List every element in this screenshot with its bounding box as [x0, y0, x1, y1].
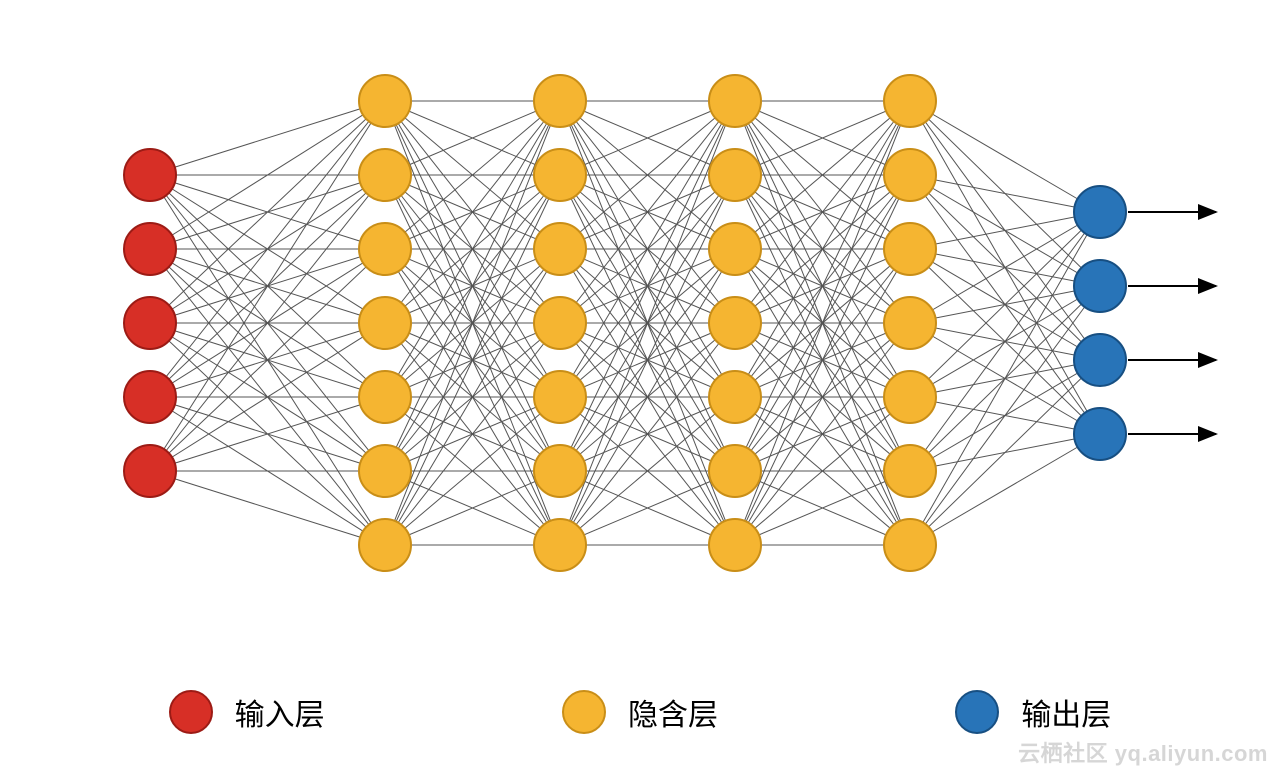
edge	[150, 471, 385, 545]
legend-swatch-hidden	[562, 690, 606, 734]
legend-item-input: 输入层	[169, 690, 325, 734]
edge	[910, 175, 1100, 212]
edge	[910, 212, 1100, 471]
edge	[910, 212, 1100, 323]
edge	[910, 286, 1100, 545]
hidden1-node	[359, 297, 411, 349]
edge	[150, 101, 385, 175]
edge	[910, 434, 1100, 545]
hidden2-node	[534, 297, 586, 349]
hidden1-node	[359, 223, 411, 275]
hidden1-node	[359, 445, 411, 497]
hidden2-node	[534, 445, 586, 497]
hidden3-node	[709, 519, 761, 571]
output-node	[1074, 186, 1126, 238]
hidden2-node	[534, 75, 586, 127]
hidden2-node	[534, 149, 586, 201]
legend-swatch-output	[955, 690, 999, 734]
hidden3-node	[709, 445, 761, 497]
hidden4-node	[884, 297, 936, 349]
hidden4-node	[884, 75, 936, 127]
hidden1-node	[359, 371, 411, 423]
neural-network-diagram	[0, 0, 1280, 640]
input-node	[124, 445, 176, 497]
hidden1-node	[359, 519, 411, 571]
legend-label-output: 输出层	[1021, 690, 1111, 734]
hidden1-node	[359, 75, 411, 127]
edge	[910, 212, 1100, 545]
output-node	[1074, 260, 1126, 312]
hidden4-node	[884, 371, 936, 423]
hidden3-node	[709, 371, 761, 423]
input-node	[124, 149, 176, 201]
output-node	[1074, 334, 1126, 386]
hidden4-node	[884, 149, 936, 201]
hidden3-node	[709, 223, 761, 275]
output-node	[1074, 408, 1126, 460]
hidden4-node	[884, 445, 936, 497]
hidden1-node	[359, 149, 411, 201]
watermark-text: 云栖社区 yq.aliyun.com	[1018, 736, 1268, 768]
edge	[910, 101, 1100, 212]
input-node	[124, 371, 176, 423]
legend-label-hidden: 隐含层	[628, 690, 718, 734]
edge	[910, 212, 1100, 249]
edge	[910, 360, 1100, 545]
legend-label-input: 输入层	[235, 690, 325, 734]
legend-item-hidden: 隐含层	[562, 690, 718, 734]
hidden2-node	[534, 371, 586, 423]
edge	[150, 101, 385, 323]
legend-item-output: 输出层	[955, 690, 1111, 734]
hidden4-node	[884, 519, 936, 571]
hidden2-node	[534, 223, 586, 275]
hidden3-node	[709, 75, 761, 127]
legend-swatch-input	[169, 690, 213, 734]
edge	[910, 212, 1100, 397]
input-node	[124, 297, 176, 349]
hidden3-node	[709, 297, 761, 349]
hidden3-node	[709, 149, 761, 201]
edges-group	[150, 101, 1100, 545]
edge	[150, 101, 385, 471]
legend: 输入层 隐含层 输出层	[50, 690, 1230, 734]
hidden2-node	[534, 519, 586, 571]
hidden4-node	[884, 223, 936, 275]
input-node	[124, 223, 176, 275]
